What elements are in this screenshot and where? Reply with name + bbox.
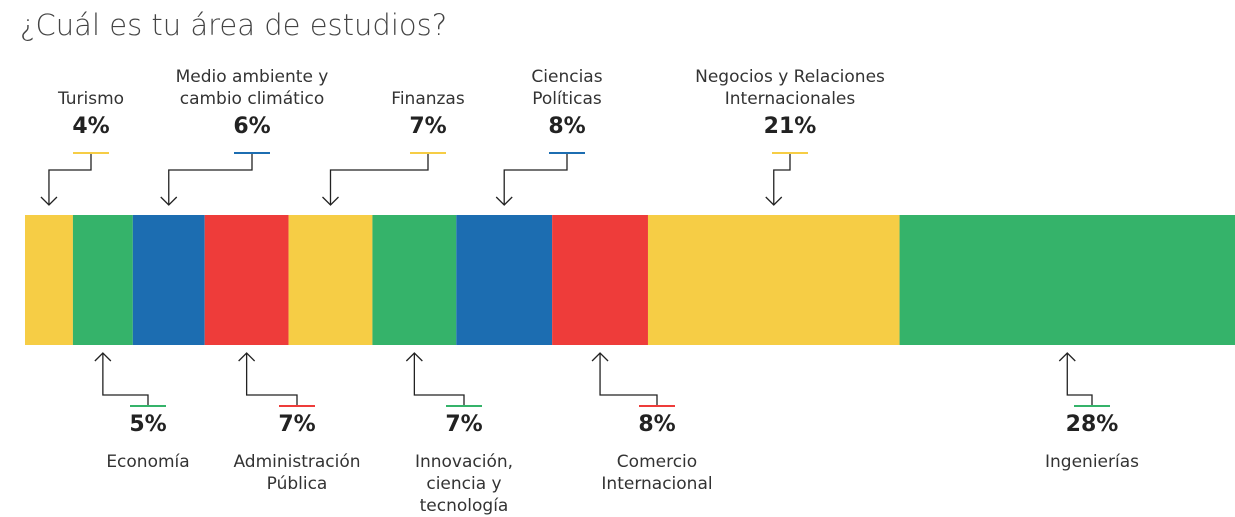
arrow-head xyxy=(405,352,423,362)
bar-segment xyxy=(899,215,1235,345)
arrow xyxy=(773,154,791,205)
category-label: Ciencias Políticas xyxy=(531,67,603,109)
category-label: Economía xyxy=(106,452,190,472)
value-label: 4% xyxy=(72,114,110,139)
arrow-head xyxy=(94,352,112,362)
arrow xyxy=(48,154,92,205)
arrow xyxy=(245,353,298,405)
arrow-head xyxy=(1058,352,1076,362)
value-label: 28% xyxy=(1065,412,1119,437)
value-label: 8% xyxy=(638,412,676,437)
arrow xyxy=(599,353,658,405)
category-label: Finanzas xyxy=(391,89,465,109)
arrow xyxy=(329,154,429,205)
arrow-head xyxy=(238,352,256,362)
category-label: Administración Pública xyxy=(233,452,361,494)
category-label: Innovación, ciencia y tecnología xyxy=(414,452,514,516)
arrow xyxy=(1066,353,1093,405)
arrow-head xyxy=(40,196,58,206)
value-label: 7% xyxy=(409,114,447,139)
value-label: 5% xyxy=(129,412,167,437)
category-label: Turismo xyxy=(57,89,125,109)
arrow-head xyxy=(322,196,339,206)
value-label: 6% xyxy=(233,114,271,139)
bar-segment xyxy=(204,215,289,345)
category-label: Ingenierías xyxy=(1045,452,1139,472)
category-label: Comercio Internacional xyxy=(601,452,713,494)
bar-segment xyxy=(552,215,648,345)
arrow xyxy=(168,154,253,205)
value-label: 21% xyxy=(763,114,817,139)
arrow xyxy=(503,154,568,205)
bar-segment xyxy=(288,215,373,345)
arrow xyxy=(102,353,149,405)
bar-segment xyxy=(132,215,205,345)
bar-segment xyxy=(647,215,900,345)
chart-title: ¿Cuál es tu área de estudios? xyxy=(20,8,448,42)
bar-segment xyxy=(372,215,457,345)
arrow-head xyxy=(495,196,513,206)
category-label: Medio ambiente y cambio climático xyxy=(175,67,329,109)
value-label: 7% xyxy=(278,412,316,437)
arrow-head xyxy=(591,352,609,362)
arrow xyxy=(413,353,465,405)
value-label: 8% xyxy=(548,114,586,139)
bar-segment xyxy=(72,215,133,345)
value-label: 7% xyxy=(445,412,483,437)
category-label: Negocios y Relaciones Internacionales xyxy=(695,67,885,109)
bar-segment xyxy=(25,215,73,345)
arrow-head xyxy=(160,196,178,206)
arrow-head xyxy=(765,196,783,206)
bar-segment xyxy=(456,215,553,345)
